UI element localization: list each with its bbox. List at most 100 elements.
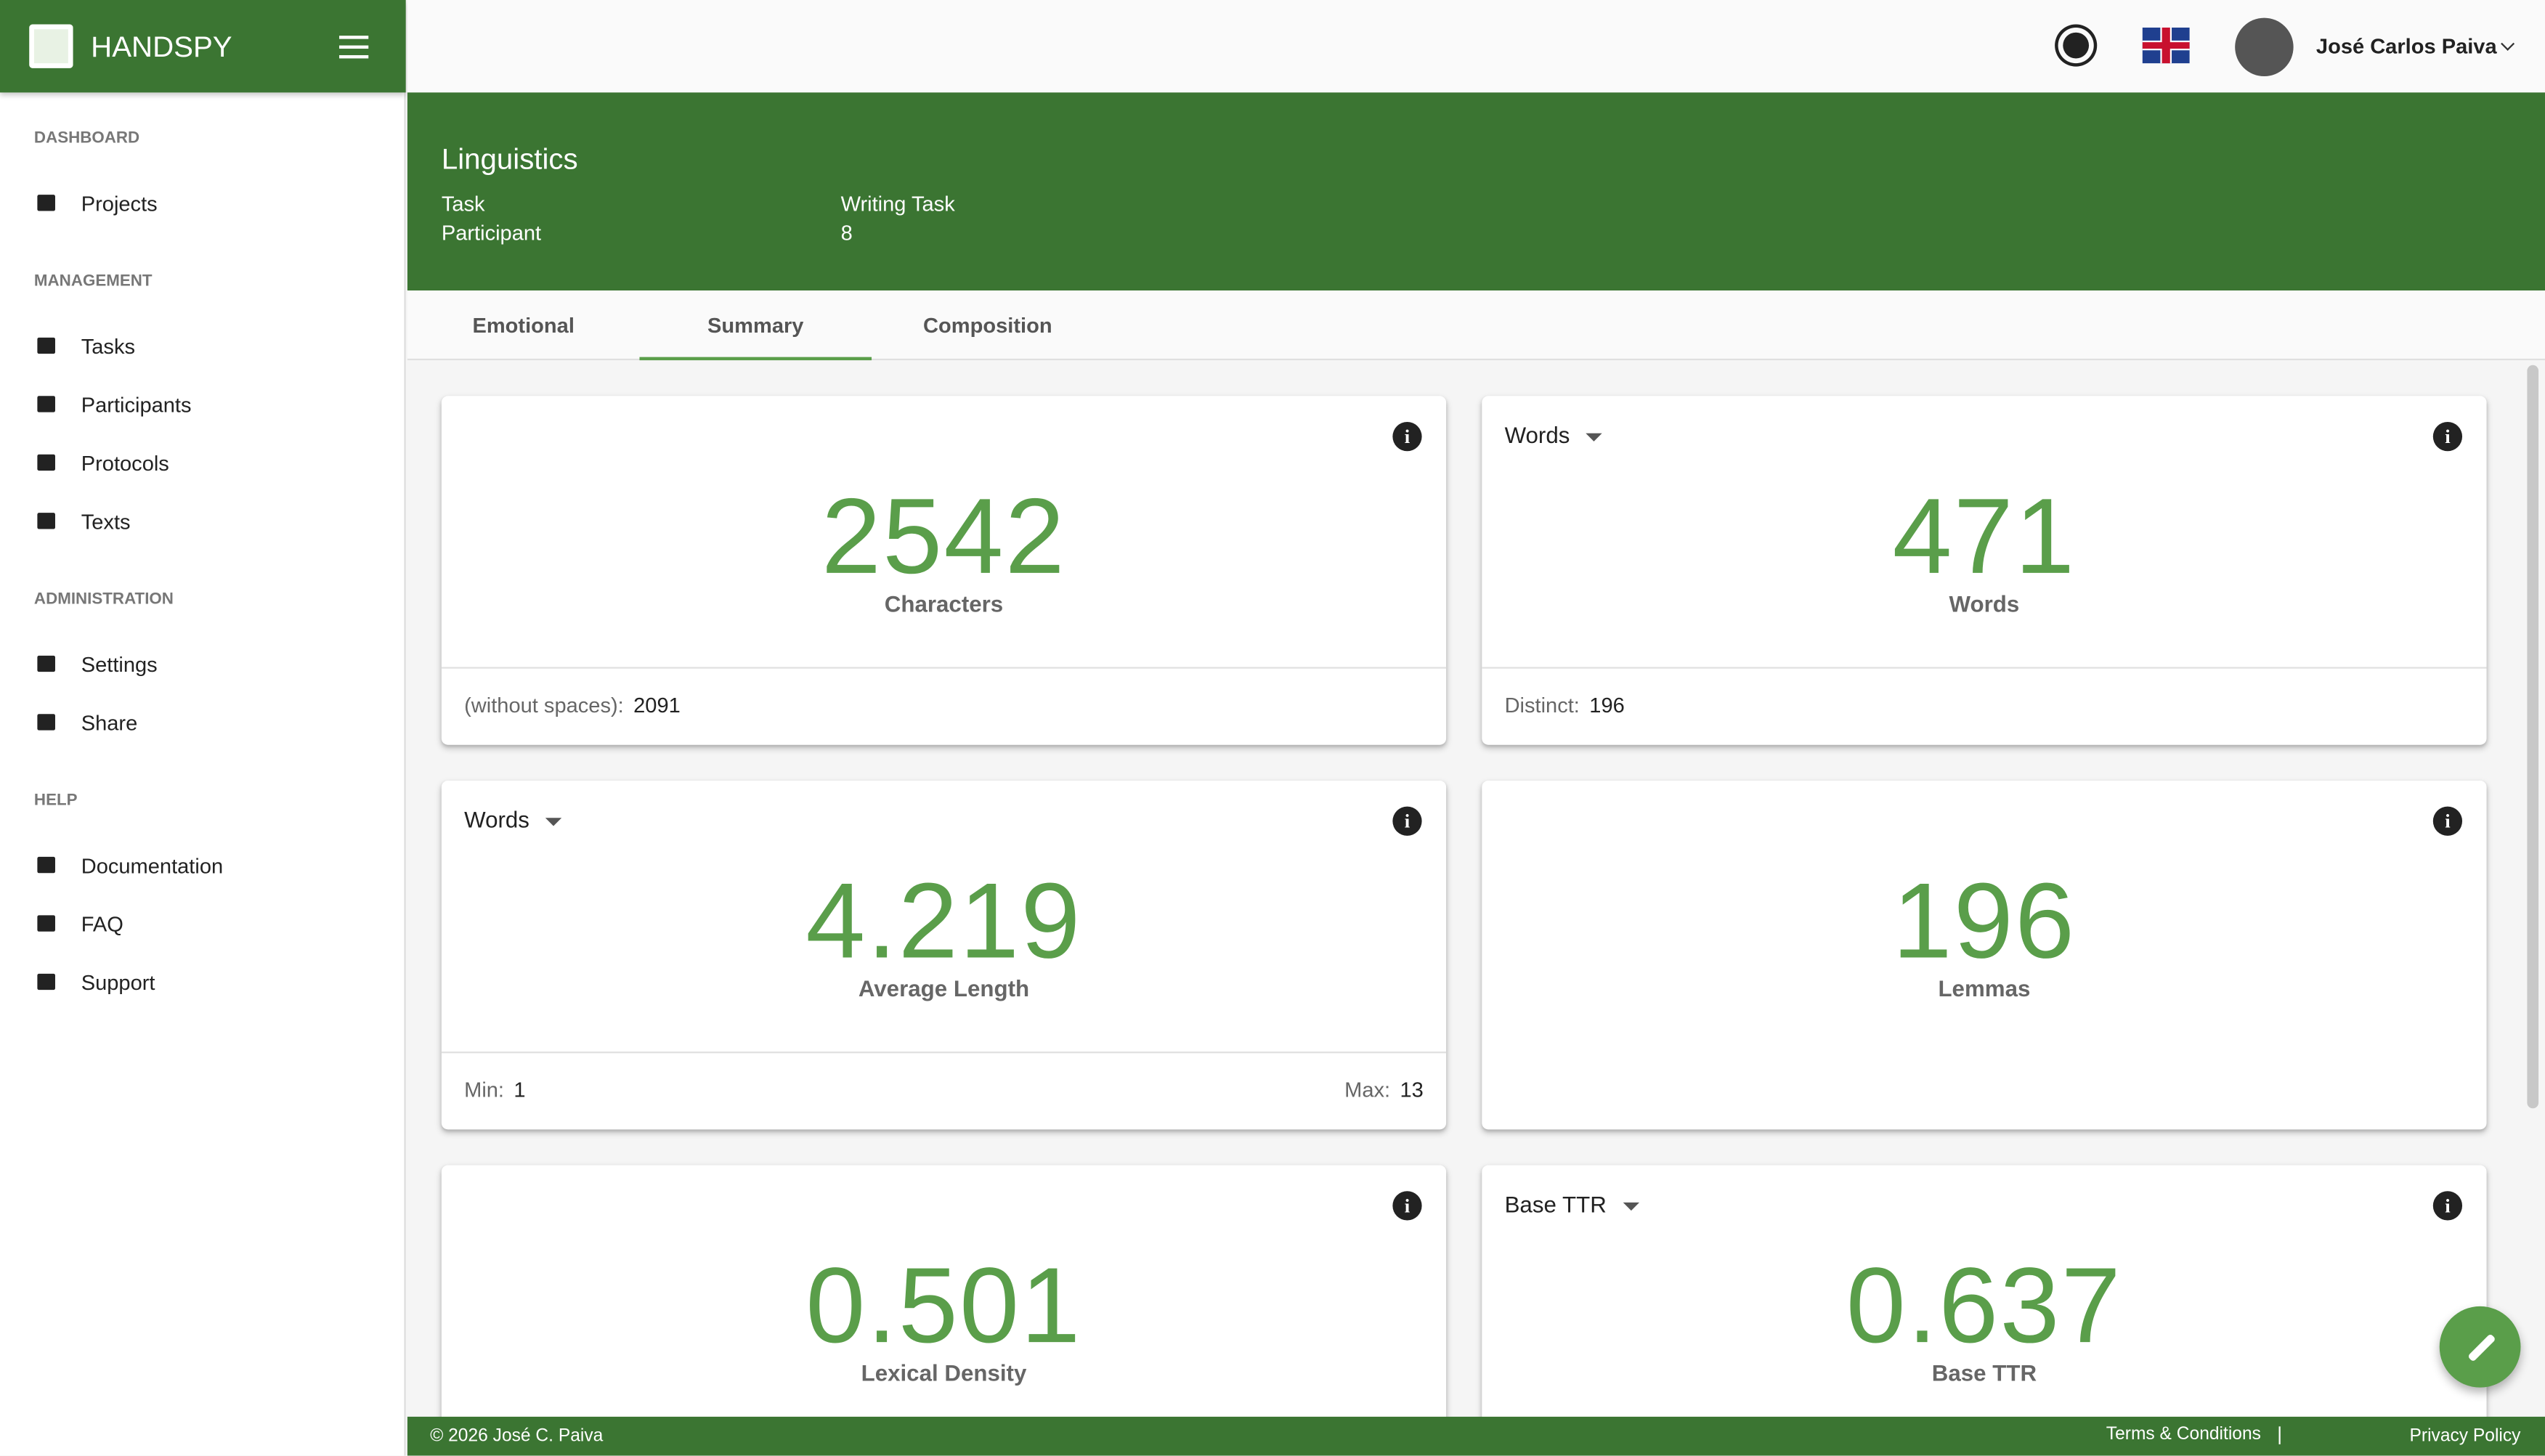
section-title: DASHBOARD	[33, 129, 140, 148]
metric-label: Average Length	[858, 975, 1030, 1001]
metric-label: Characters	[884, 590, 1004, 617]
metric-value: 0.501	[805, 1245, 1082, 1365]
brand-bar: HANDSPY	[0, 0, 406, 93]
metric-value: 0.637	[1846, 1245, 2123, 1365]
info-button[interactable]: i	[1392, 422, 1422, 452]
footer-stat: Distinct: 196	[1505, 693, 1625, 717]
nav-item[interactable]: Tasks	[0, 321, 404, 370]
tab[interactable]: Emotional	[407, 290, 640, 360]
footer-value: 13	[1400, 1077, 1424, 1102]
copyright: © 2026 José C. Paiva	[430, 1426, 604, 1447]
metric-label: Words	[1949, 590, 2020, 617]
metric-selector[interactable]: Words	[464, 803, 659, 836]
field-value: Writing Task	[840, 191, 955, 216]
logo	[29, 24, 73, 68]
section-title: HELP	[33, 792, 78, 810]
stat-card: i 0.501 Lexical Density	[441, 1165, 1447, 1456]
menu-bar	[339, 45, 369, 49]
section-title: ADMINISTRATION	[33, 590, 174, 609]
stat-card: Base TTR i 0.637 Base TTR	[1482, 1165, 2487, 1456]
scrollbar	[2527, 365, 2539, 1109]
stat-card: Words i 4.219 Average Length Min: 1 Max: 13	[441, 780, 1447, 1130]
section-title: MANAGEMENT	[33, 272, 153, 291]
top-bar: José Carlos Paiva	[407, 0, 2545, 93]
footer-label: Min:	[464, 1077, 505, 1102]
info-button[interactable]: i	[2432, 422, 2463, 452]
banner: Linguistics Task Writing Task Participant 8	[407, 92, 2545, 291]
nav-label: Projects	[81, 191, 158, 216]
selector-label: Base TTR	[1504, 1191, 1607, 1218]
nav-label: Settings	[81, 652, 158, 677]
footer-value: 196	[1589, 693, 1625, 717]
footer-label: Max:	[1344, 1077, 1391, 1102]
nav-icon	[37, 337, 55, 354]
nav-item[interactable]: Projects	[0, 179, 404, 227]
selector-label: Words	[1504, 422, 1570, 448]
metric-label: Lexical Density	[861, 1359, 1027, 1386]
nav-label: Documentation	[81, 853, 224, 878]
footer-link[interactable]: Terms & Conditions	[2106, 1426, 2281, 1444]
info-button[interactable]: i	[2432, 806, 2463, 836]
tab[interactable]: Composition	[872, 290, 1104, 360]
stat-card: i 196 Lemmas	[1482, 780, 2487, 1130]
nav-label: Tasks	[81, 334, 136, 359]
card-divider	[1482, 667, 2487, 669]
stat-card: i 2542 Characters (without spaces): 2091	[441, 396, 1447, 745]
nav-item[interactable]: Participants	[0, 380, 404, 428]
footer-stat: Max: 13	[1344, 1078, 1424, 1102]
nav-label: Share	[81, 710, 138, 736]
tab[interactable]: Summary	[639, 290, 872, 361]
footer-value: 1	[514, 1077, 526, 1102]
menu-button[interactable]	[339, 36, 369, 59]
nav-item[interactable]: FAQ	[0, 899, 404, 948]
nav-label: FAQ	[81, 911, 123, 937]
metric-selector[interactable]: Words	[1505, 419, 1700, 452]
nav-icon	[37, 454, 55, 471]
footer-stat: (without spaces): 2091	[464, 693, 681, 717]
nav-item[interactable]: Protocols	[0, 438, 404, 487]
nav-item[interactable]: Share	[0, 698, 404, 747]
metric-value: 196	[1892, 860, 2077, 980]
user-name[interactable]: José Carlos Paiva	[2315, 33, 2497, 59]
metric-label: Base TTR	[1931, 1359, 2037, 1386]
nav-label: Support	[81, 970, 155, 995]
nav-item[interactable]: Documentation	[0, 841, 404, 890]
nav-icon	[37, 513, 55, 529]
selector-caret	[1623, 1202, 1640, 1211]
nav-item[interactable]: Texts	[0, 497, 404, 545]
field-value: 8	[840, 220, 853, 245]
tab-label: Summary	[707, 313, 804, 338]
avatar[interactable]	[2235, 17, 2294, 77]
nav-item[interactable]: Settings	[0, 639, 404, 688]
metric-value: 4.219	[805, 860, 1082, 980]
app-name: HANDSPY	[91, 30, 232, 64]
metric-value: 471	[1892, 475, 2077, 596]
selector-caret	[1586, 433, 1602, 442]
field-label: Participant	[441, 220, 542, 245]
info-button[interactable]: i	[2432, 1191, 2463, 1221]
metric-label: Lemmas	[1938, 975, 2031, 1001]
info-button[interactable]: i	[1392, 1191, 1422, 1221]
tools-button[interactable]	[2439, 1306, 2521, 1388]
tab-bar: Emotional Summary Composition	[407, 290, 2545, 361]
nav-icon	[37, 915, 55, 932]
metric-value: 2542	[821, 475, 1066, 596]
metric-selector[interactable]: Base TTR	[1505, 1188, 1700, 1221]
footer-stat: Min: 1	[464, 1078, 525, 1102]
footer-value: 2091	[633, 693, 681, 717]
nav-label: Participants	[81, 392, 192, 418]
tab-label: Emotional	[472, 313, 575, 338]
footer-label: Distinct:	[1504, 693, 1580, 717]
sidebar: HANDSPY DASHBOARD Projects MANAGEMENT Tasks P…	[0, 0, 406, 1456]
language-flag[interactable]	[2142, 27, 2190, 64]
wrench-icon	[2467, 1333, 2496, 1362]
footer-link[interactable]: Privacy Policy	[2409, 1426, 2521, 1447]
nav-item[interactable]: Support	[0, 957, 404, 1006]
user-menu-caret[interactable]	[2501, 36, 2515, 51]
info-button[interactable]: i	[1392, 806, 1422, 836]
theme-toggle[interactable]	[2063, 32, 2090, 59]
footer: © 2026 José C. Paiva Terms & Conditions Pr…	[407, 1416, 2545, 1456]
card-divider	[441, 667, 1447, 669]
nav-icon	[37, 714, 55, 731]
